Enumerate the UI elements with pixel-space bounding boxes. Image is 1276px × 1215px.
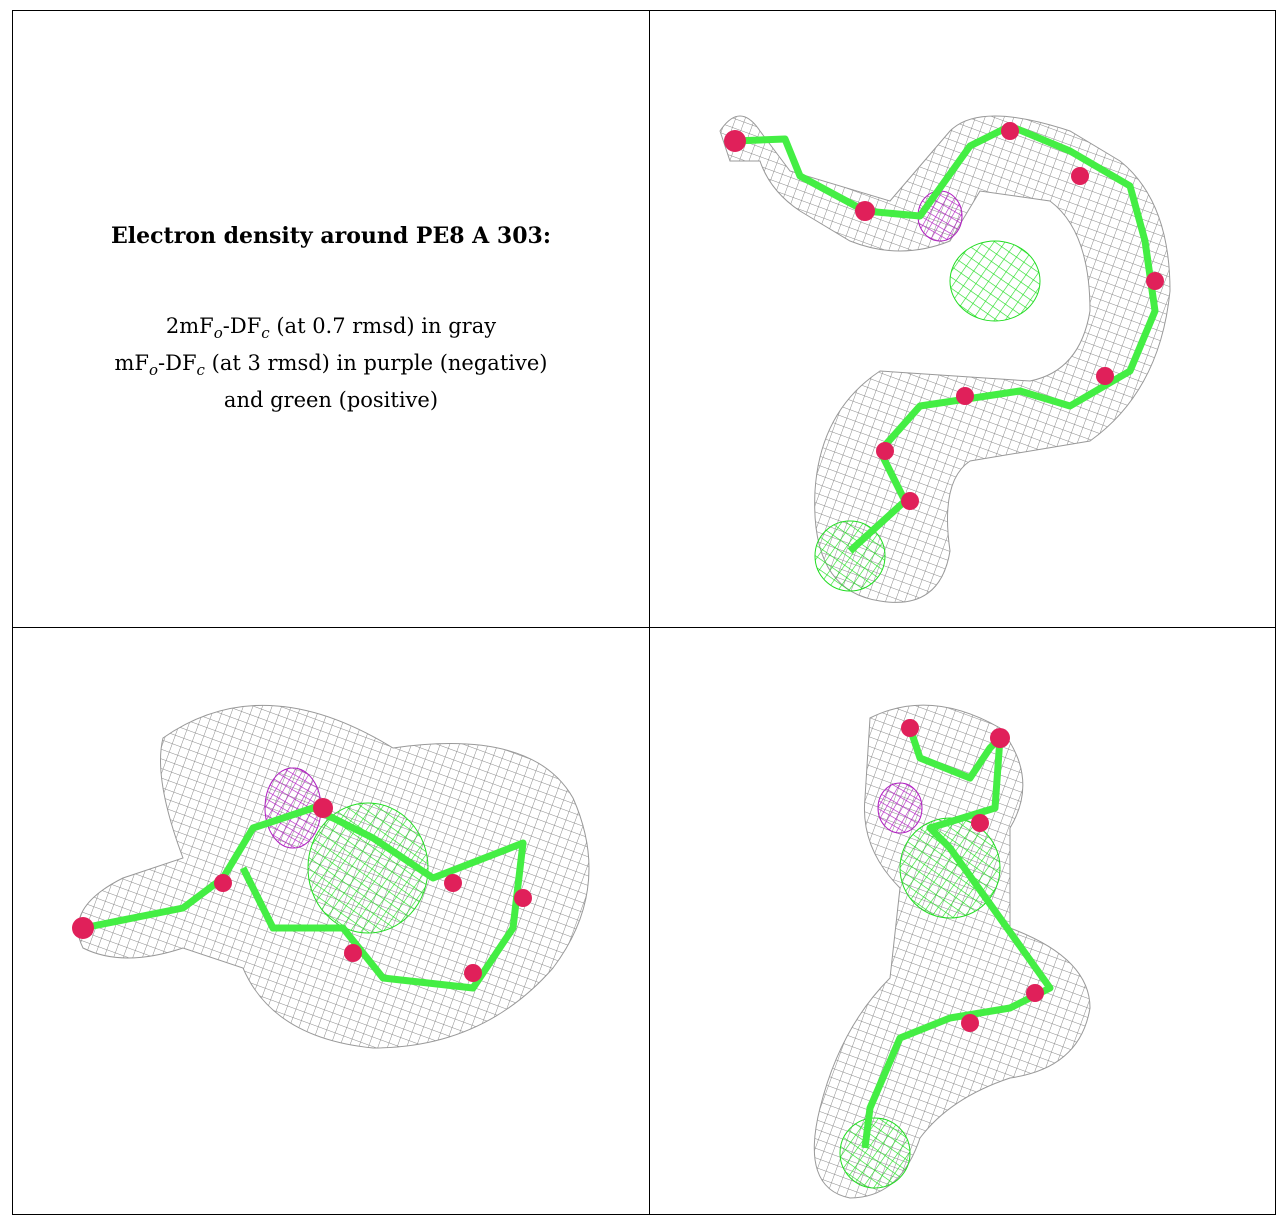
caption-text: -DF [158,351,197,375]
caption-cell: Electron density around PE8 A 303: 2mFo-… [12,10,650,628]
purple-mesh [878,783,922,833]
green-mesh [840,1118,910,1188]
purple-mesh [918,191,962,241]
subscript: o [149,361,158,379]
caption-title: Electron density around PE8 A 303: [111,223,551,249]
green-mesh [308,803,428,933]
caption-text: (at 3 rmsd) in purple (negative) [205,351,548,375]
density-view-3 [649,627,1276,1215]
density-view-1 [649,10,1276,628]
density-view-2 [12,627,650,1215]
caption-line: 2mFo-DFc (at 0.7 rmsd) in gray [115,311,548,348]
caption-text: and green (positive) [224,388,438,412]
caption-text: mF [115,351,149,375]
subscript: o [214,324,223,342]
caption-line: mFo-DFc (at 3 rmsd) in purple (negative) [115,348,548,385]
caption-text: 2mF [166,314,214,338]
page: Electron density around PE8 A 303: 2mFo-… [0,0,1276,1215]
caption-text: -DF [223,314,262,338]
caption-line: and green (positive) [115,385,548,415]
subscript: c [197,361,205,379]
subscript: c [261,324,269,342]
green-mesh [950,241,1040,321]
gray-mesh [720,116,1170,602]
caption-text: (at 0.7 rmsd) in gray [270,314,496,338]
